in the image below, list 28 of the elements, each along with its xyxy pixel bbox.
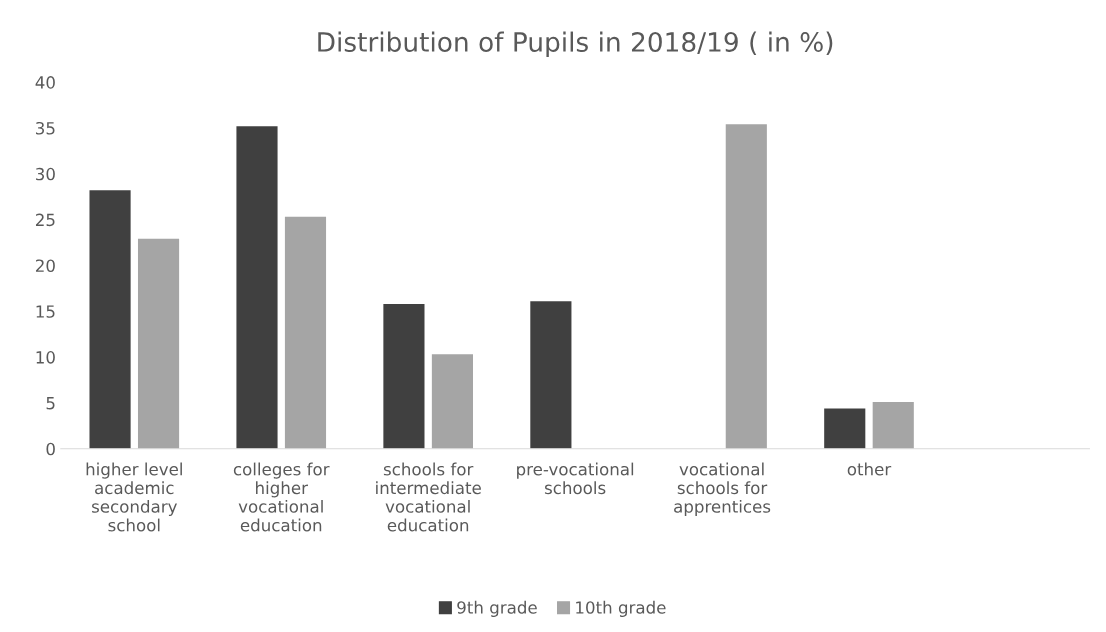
bar: [431, 354, 473, 449]
y-tick-label: 30: [36, 167, 55, 181]
bar: [284, 216, 327, 449]
bar: [137, 238, 180, 449]
y-tick-label: 15: [36, 305, 55, 318]
x-tick-label: pre-vocational schools: [517, 462, 634, 495]
x-tick-label: vocational schools for apprentices: [674, 462, 771, 517]
bar: [872, 401, 914, 449]
x-tick-label: schools for intermediate vocational education: [376, 462, 481, 532]
x-tick-label: higher level academic secondary school: [86, 462, 182, 532]
legend-label: 9th grade: [457, 600, 537, 617]
legend-label: 10th grade: [576, 600, 666, 617]
x-tick-label: other: [847, 462, 892, 476]
bar: [824, 408, 866, 449]
bar: [236, 126, 278, 449]
y-tick-label: 0: [46, 442, 55, 456]
chart-title: Distribution of Pupils in 2018/19 ( in %): [318, 31, 833, 58]
y-tick-label: 5: [46, 397, 55, 410]
y-tick-label: 25: [35, 213, 55, 227]
bar: [725, 124, 767, 449]
x-tick-label: colleges for higher vocational education: [233, 462, 330, 532]
bar: [383, 303, 425, 449]
y-tick-label: 20: [35, 259, 55, 273]
bar: [530, 301, 572, 449]
y-tick-label: 10: [36, 351, 55, 364]
y-tick-label: 35: [36, 121, 55, 135]
bar: [89, 190, 131, 449]
y-tick-label: 40: [35, 76, 55, 89]
